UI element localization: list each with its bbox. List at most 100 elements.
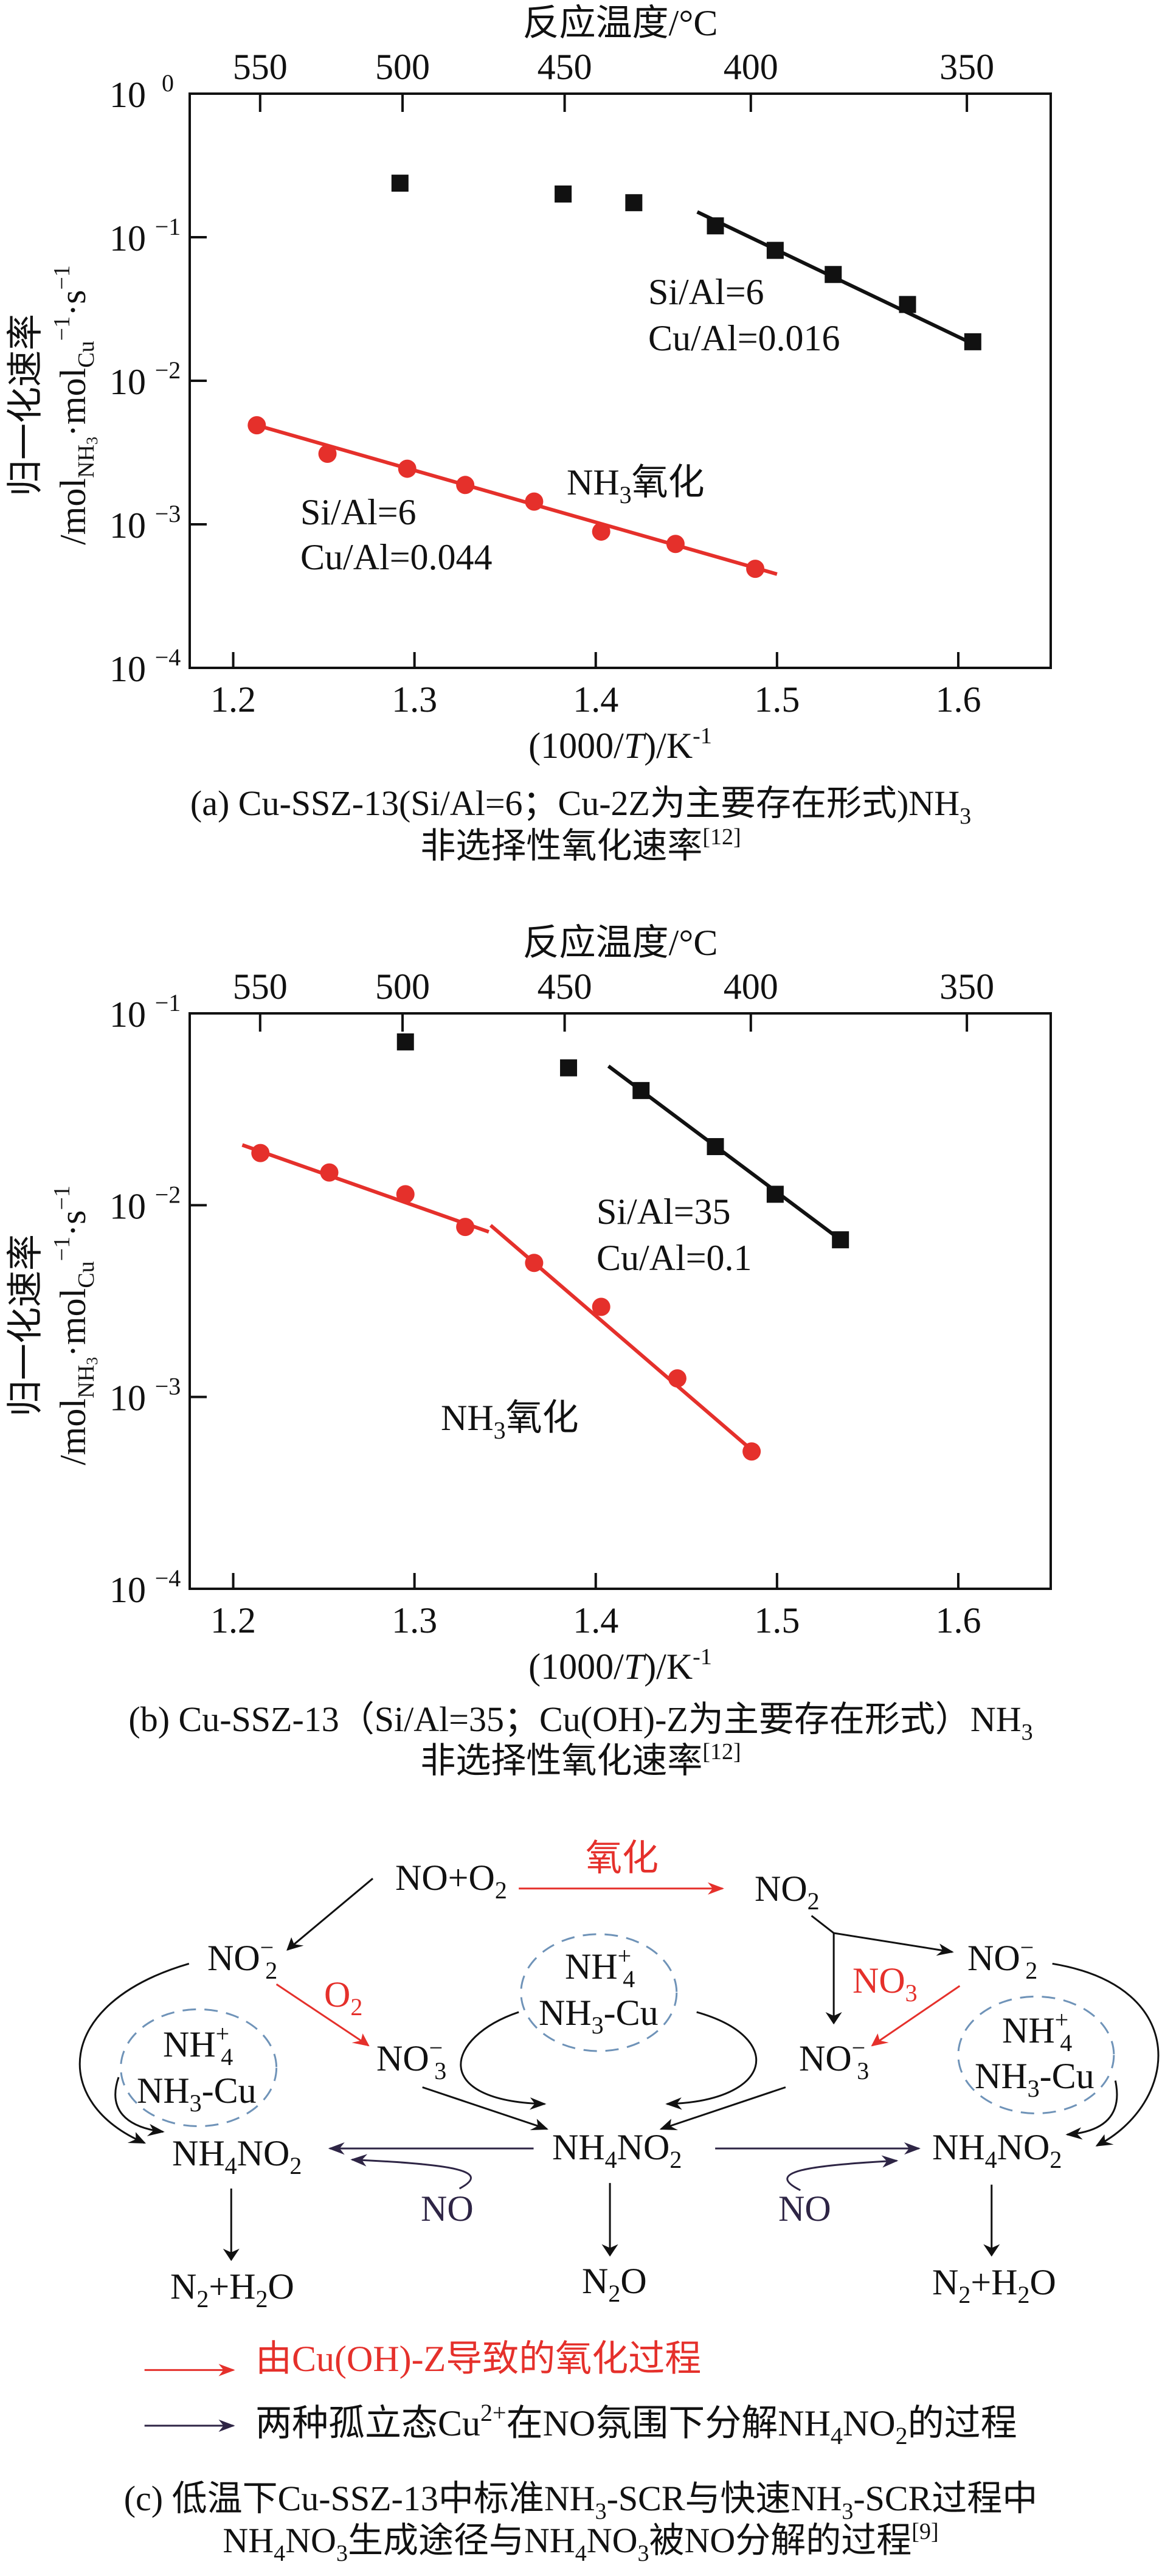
data-point-circle xyxy=(320,1163,339,1182)
top-tick-label: 400 xyxy=(724,967,778,1007)
x-tick-label: 1.4 xyxy=(573,679,618,720)
y-tick-base: 10 xyxy=(109,1570,146,1610)
caption-b-line1: (b) Cu-SSZ-13（Si/Al=35；Cu(OH)-Z为主要存在形式）N… xyxy=(128,1699,1032,1745)
dashed-circle-center xyxy=(521,1934,677,2051)
caption-c-line2: NH4NO3生成途径与NH4NO3被NO分解的过程[9] xyxy=(223,2519,938,2566)
label-o2: O2 xyxy=(324,1974,362,2021)
data-point-square xyxy=(964,333,981,350)
data-point-square xyxy=(560,1059,578,1077)
y-tick-label: 10 −4 xyxy=(109,644,181,689)
top-tick-label: 400 xyxy=(724,47,778,87)
data-point-circle xyxy=(668,1369,686,1388)
data-point-square xyxy=(825,266,842,283)
annotation-si-al: Si/Al=35 xyxy=(597,1192,731,1232)
chart-a: 1.2 1.3 1.4 1.5 1.6 550 500 450 400 350 反应温度/°C 10 0… xyxy=(5,3,1052,766)
y-tick-label: 10 −2 xyxy=(109,1181,181,1226)
top-tick-label: 350 xyxy=(939,967,994,1007)
y-tick-exponent: 0 xyxy=(162,69,174,97)
data-point-circle xyxy=(592,522,610,541)
label-nh3-cu-right: NH3-Cu xyxy=(975,2056,1095,2102)
label-nh4no2-right: NH4NO2 xyxy=(932,2127,1062,2173)
label-no3-red: NO3 xyxy=(852,1960,918,2007)
top-tick-label: 450 xyxy=(538,967,592,1007)
data-point-square xyxy=(707,1138,724,1156)
top-tick-label: 550 xyxy=(233,47,288,87)
label-n2-h2o-left: N2+H2O xyxy=(170,2266,294,2313)
annotation-nh3-oxidation: NH3氧化 xyxy=(567,462,705,509)
label-no-right: NO xyxy=(778,2189,831,2229)
y-tick-exponent: −2 xyxy=(155,1181,181,1208)
x-tick-label: 1.4 xyxy=(573,1600,618,1640)
data-point-square xyxy=(555,185,572,203)
data-point-circle xyxy=(746,560,765,578)
label-nh3-cu-left: NH3-Cu xyxy=(137,2071,257,2117)
label-oxidation: 氧化 xyxy=(586,1838,659,1878)
label-no-o2: NO+O2 xyxy=(395,1858,507,1904)
arrow-no2m-to-no3m-red xyxy=(277,1984,370,2047)
arrow-center-right-curve xyxy=(665,2012,756,2111)
arrow-noo2-to-no2m xyxy=(286,1878,373,1951)
label-nh4-plus-left: NH+ 4 xyxy=(163,2020,233,2071)
fit-line xyxy=(256,423,778,576)
data-point-circle xyxy=(318,445,337,463)
data-point-square xyxy=(632,1081,650,1099)
data-point-circle xyxy=(396,1185,415,1204)
y-tick-exponent: −4 xyxy=(155,644,181,671)
x-tick-label: 1.3 xyxy=(392,679,437,720)
annotation-si-al: Si/Al=6 xyxy=(648,272,764,312)
plot-frame xyxy=(188,1012,1052,1590)
y-axis-label-line2: /molNH3·molCu−1·s−1 xyxy=(49,1186,101,1465)
x-tick-label: 1.2 xyxy=(210,1600,256,1640)
y-tick-exponent: −1 xyxy=(155,213,181,240)
label-no2-minus-left: NO− 2 xyxy=(207,1934,277,1984)
x-axis-label: (1000/T)/K-1 xyxy=(528,723,712,766)
y-axis-label-line1: 归一化速率 xyxy=(5,1234,46,1417)
y-tick-label: 10 −2 xyxy=(109,356,181,402)
x-tick-label: 1.2 xyxy=(210,679,256,720)
arrow-left-outer-curve xyxy=(80,1963,189,2143)
y-tick-exponent: −2 xyxy=(155,356,181,384)
annotation-cu-al-red: Cu/Al=0.044 xyxy=(300,537,493,577)
y-axis-label-line1: 归一化速率 xyxy=(5,314,46,496)
annotation-cu-al: Cu/Al=0.016 xyxy=(648,318,840,358)
arrow-no-left-curve xyxy=(350,2153,471,2189)
label-no3-minus-left: NO− 3 xyxy=(376,2034,446,2085)
arrow-right-inner-curve xyxy=(1065,2081,1117,2140)
caption-a-line1: (a) Cu-SSZ-13(Si/Al=6；Cu-2Z为主要存在形式)NH3 xyxy=(190,783,971,829)
y-tick-base: 10 xyxy=(109,75,146,115)
plot-frame xyxy=(188,92,1052,669)
y-tick-base: 10 xyxy=(109,1378,146,1418)
top-axis-title: 反应温度/°C xyxy=(523,923,718,963)
x-axis-label: (1000/T)/K-1 xyxy=(528,1644,712,1687)
y-tick-label: 10 −1 xyxy=(109,213,181,259)
y-tick-label: 10 0 xyxy=(109,69,174,115)
y-tick-label: 10 −4 xyxy=(109,1564,181,1610)
x-tick-label: 1.6 xyxy=(935,1600,981,1640)
label-nh4no2-center: NH4NO2 xyxy=(552,2127,682,2173)
y-tick-exponent: −1 xyxy=(155,989,181,1016)
data-point-square xyxy=(766,1186,784,1203)
top-tick-label: 450 xyxy=(538,47,592,87)
data-point-circle xyxy=(525,1254,544,1272)
y-tick-base: 10 xyxy=(109,505,146,546)
y-tick-exponent: −3 xyxy=(155,500,181,527)
x-tick-label: 1.5 xyxy=(754,1600,800,1640)
data-point-square xyxy=(391,175,409,192)
data-point-square xyxy=(832,1231,849,1249)
y-tick-base: 10 xyxy=(109,362,146,402)
label-no2: NO2 xyxy=(755,1869,820,1915)
data-point-circle xyxy=(456,476,475,495)
annotation-nh3-oxidation: NH3氧化 xyxy=(441,1398,579,1444)
data-point-circle xyxy=(456,1218,475,1237)
label-n2-h2o-right: N2+H2O xyxy=(932,2262,1056,2308)
top-axis-title: 反应温度/°C xyxy=(523,3,718,43)
label-no3-minus-right: NO− 3 xyxy=(799,2034,869,2085)
legend-purple-label: 两种孤立态Cu2+在NO氛围下分解NH4NO2的过程 xyxy=(255,2399,1017,2449)
top-tick-label: 550 xyxy=(233,967,288,1007)
label-no2-minus-right: NO− 2 xyxy=(967,1934,1037,1984)
caption-a-line2: 非选择性氧化速率[12] xyxy=(420,824,741,866)
top-tick-label: 500 xyxy=(375,47,430,87)
dashed-circle-left xyxy=(121,2009,277,2126)
data-point-square xyxy=(899,296,916,313)
